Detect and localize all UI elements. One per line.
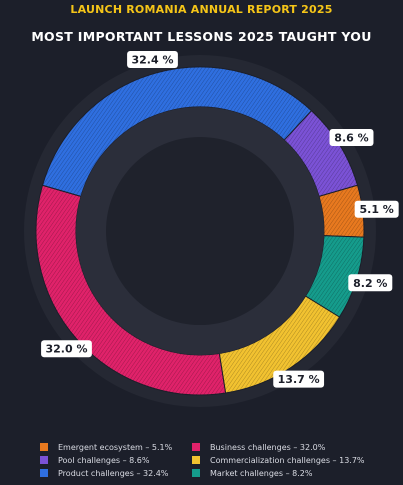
data-label-text: 32.4 %: [131, 53, 173, 66]
legend-item-emergent-ecosystem: Emergent ecosystem – 5.1%: [40, 441, 192, 453]
legend-swatch: [40, 469, 48, 477]
donut-hole: [106, 137, 294, 325]
slice-texture-market-challenges: [305, 235, 364, 318]
legend-item-pool-challenges: Pool challenges – 8.6%: [40, 454, 192, 466]
data-label-box: [273, 370, 325, 388]
data-label-text: 32.0 %: [45, 343, 87, 356]
labels-group: 32.0 % 32.4 % 8.6 % 5.1 % 8.2 % 13.7 %: [41, 50, 399, 388]
data-label-text: 13.7 %: [278, 373, 320, 386]
legend-label: Commercialization challenges – 13.7%: [210, 455, 365, 465]
legend-swatch: [40, 456, 48, 464]
legend-swatch: [192, 469, 200, 477]
report-title: LAUNCH ROMANIA ANNUAL REPORT 2025: [70, 3, 333, 16]
data-label-emergent-ecosystem: 5.1 %: [354, 200, 399, 218]
slice-texture-product-challenges: [42, 66, 312, 197]
data-label-commercialization-challenges: 13.7 %: [273, 370, 325, 388]
legend-item-commercialization-challenges: Commercialization challenges – 13.7%: [192, 454, 380, 466]
legend-swatch: [192, 456, 200, 464]
legend-item-business-challenges: Business challenges – 32.0%: [192, 441, 380, 453]
data-label-product-challenges: 32.4 %: [127, 50, 178, 68]
data-label-box: [354, 200, 399, 218]
data-label-market-challenges: 8.2 %: [348, 274, 393, 292]
legend-label: Emergent ecosystem – 5.1%: [58, 442, 173, 452]
legend: Emergent ecosystem – 5.1% Business challe…: [40, 441, 380, 479]
data-label-text: 8.2 %: [353, 277, 387, 290]
legend-label: Pool challenges – 8.6%: [58, 455, 150, 465]
data-label-box: [127, 50, 178, 68]
data-label-box: [348, 274, 393, 292]
data-label-pool-challenges: 8.6 %: [329, 129, 374, 147]
slice-texture-pool-challenges: [284, 110, 358, 197]
data-label-text: 8.6 %: [334, 132, 368, 145]
data-label-box: [329, 129, 374, 147]
legend-swatch: [192, 443, 200, 451]
chart-title: MOST IMPORTANT LESSONS 2025 TAUGHT YOU: [31, 29, 372, 44]
legend-label: Business challenges – 32.0%: [210, 442, 326, 452]
legend-item-market-challenges: Market challenges – 8.2%: [192, 467, 380, 479]
slice-texture-commercialization-challenges: [219, 296, 340, 393]
data-label-text: 5.1 %: [359, 203, 393, 216]
legend-label: Product challenges – 32.4%: [58, 468, 169, 478]
legend-label: Market challenges – 8.2%: [210, 468, 313, 478]
legend-swatch: [40, 443, 48, 451]
slice-texture-emergent-ecosystem: [319, 185, 364, 238]
data-label-business-challenges: 32.0 %: [41, 340, 92, 358]
data-label-box: [41, 340, 92, 358]
legend-item-product-challenges: Product challenges – 32.4%: [40, 467, 192, 479]
